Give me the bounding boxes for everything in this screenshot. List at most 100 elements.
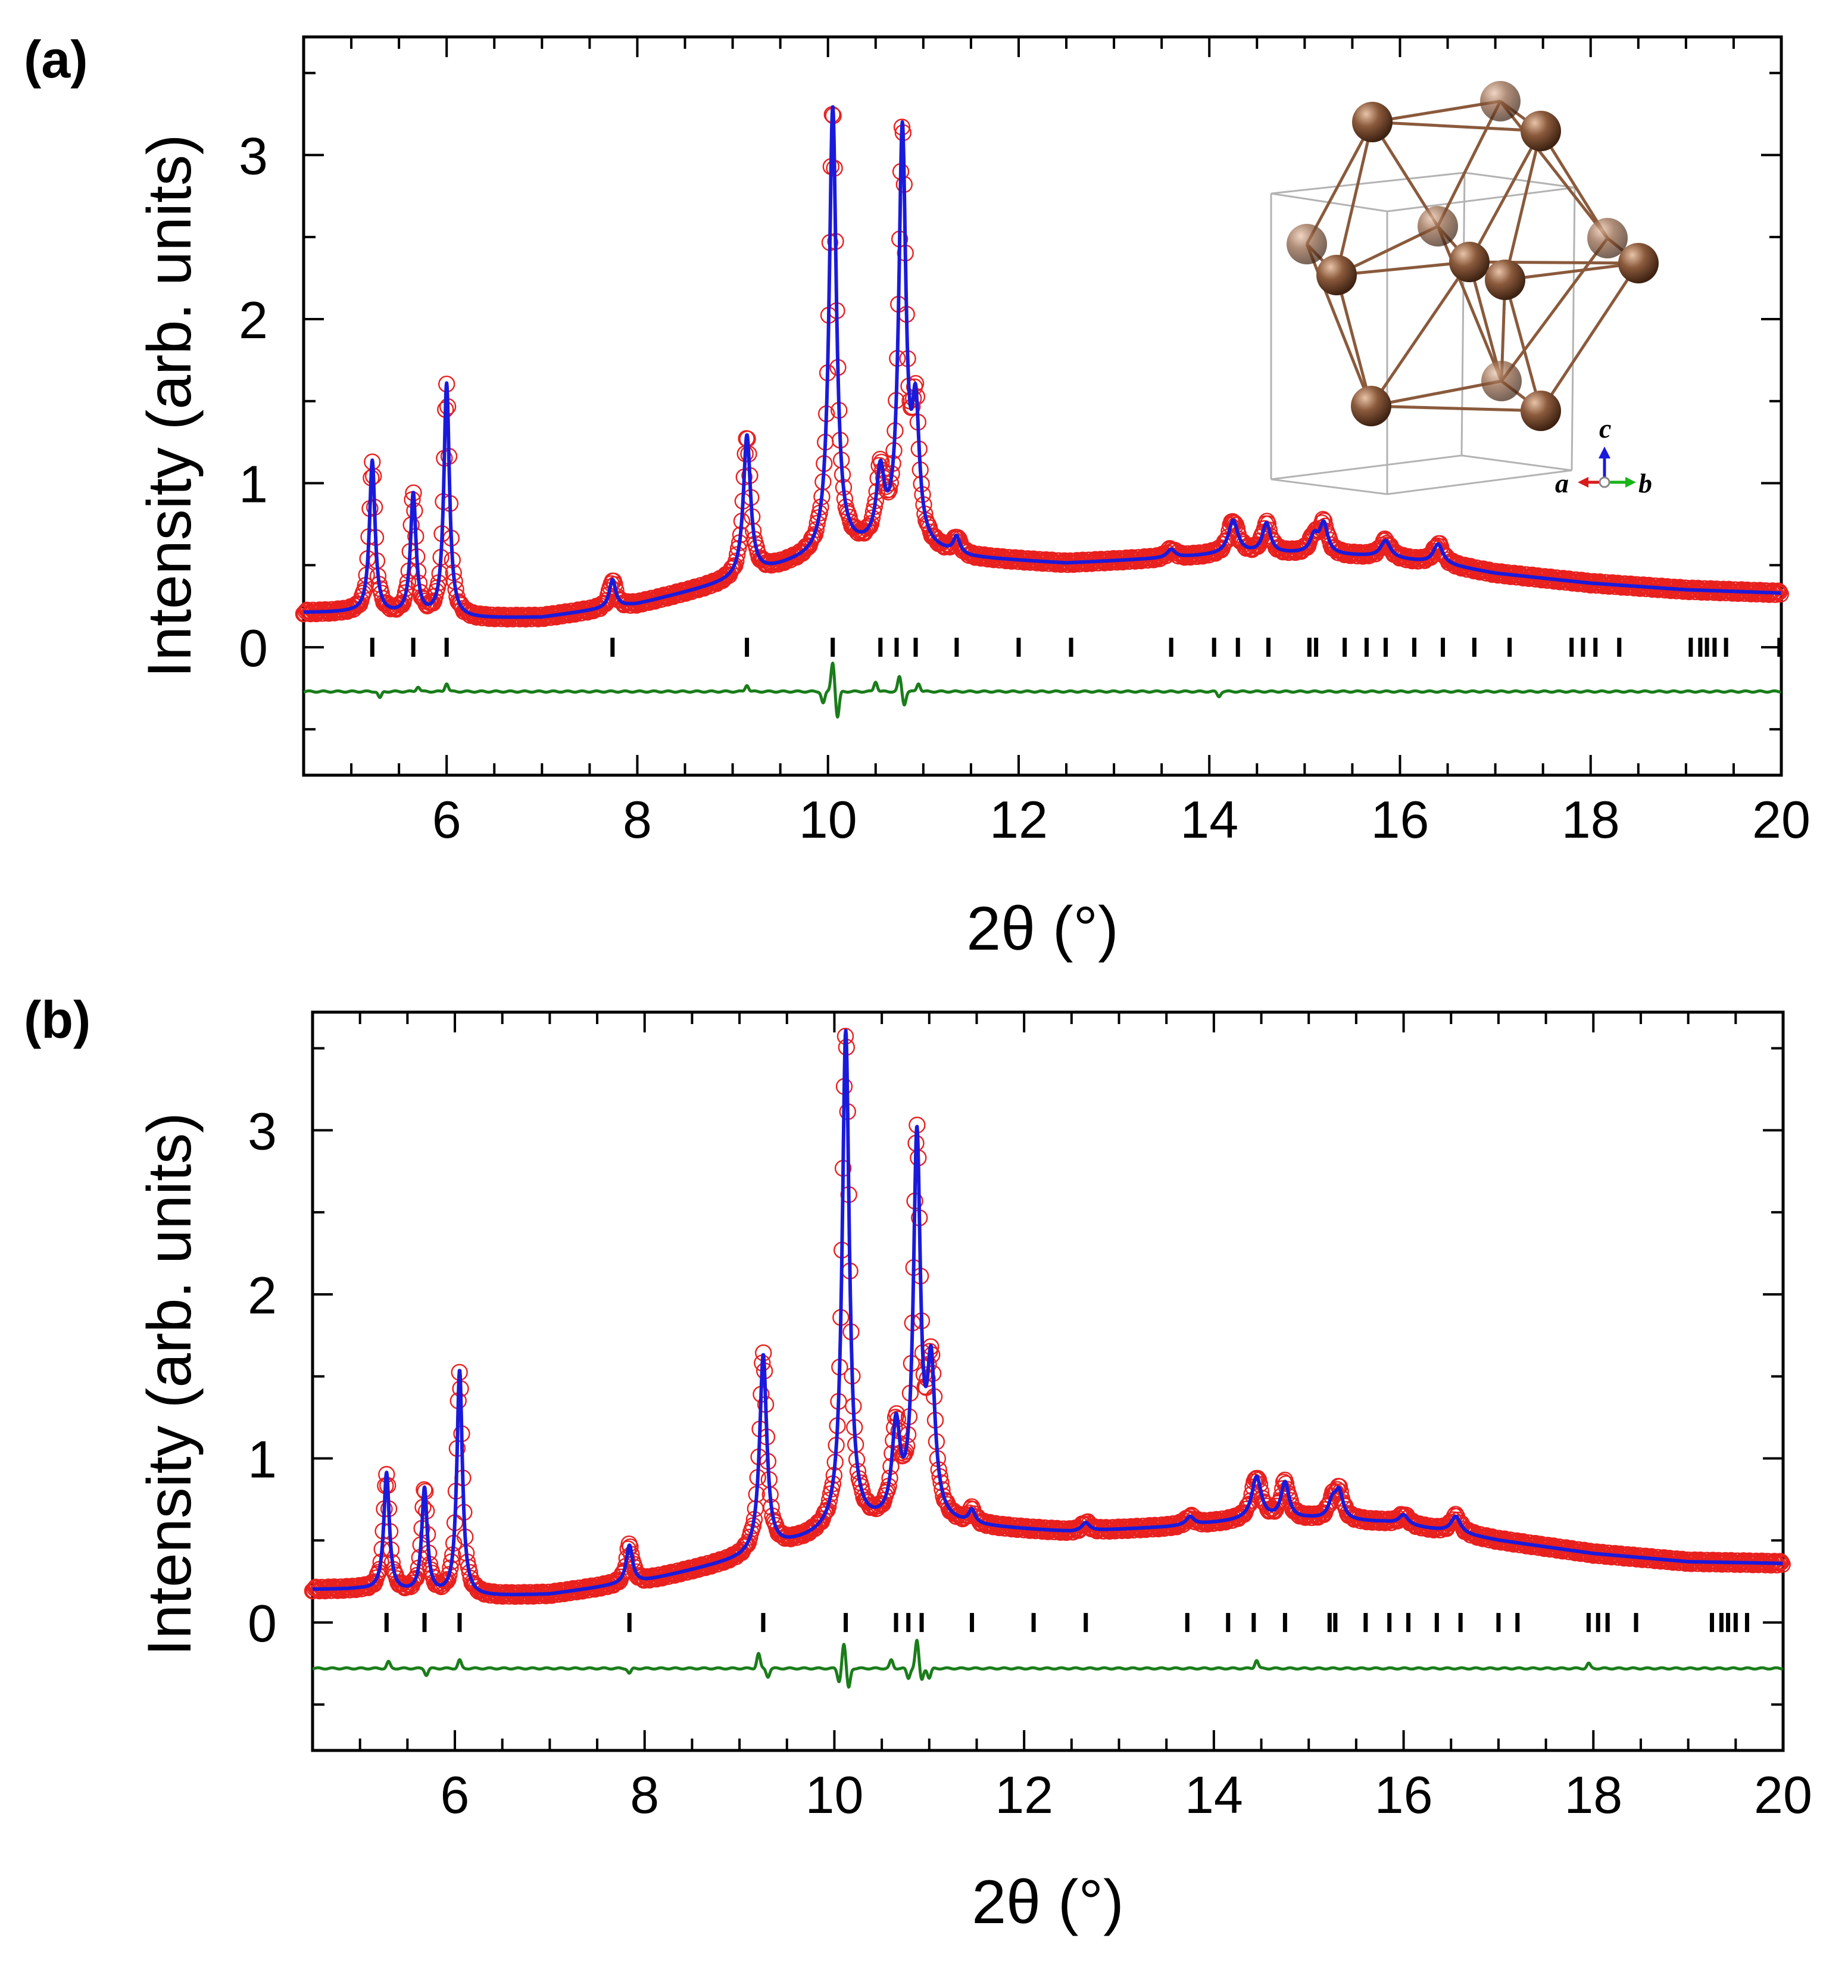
panel-b-difference-line	[311, 1639, 1784, 1689]
panel-a-observed-point	[1260, 522, 1278, 539]
panel-a-x-tick-label: 20	[1752, 790, 1810, 849]
atom	[1485, 260, 1525, 300]
panel-b-y-tick-label: 1	[248, 1430, 277, 1489]
bond	[1436, 226, 1503, 382]
panel-a-observed-point	[858, 520, 875, 537]
panel-b-y-axis-title: Intensity (arb. units)	[135, 1112, 204, 1656]
panel-a-observed-point	[862, 515, 880, 532]
bond	[1503, 279, 1543, 411]
bond	[1335, 274, 1373, 407]
bond	[1500, 237, 1609, 382]
panel-a-y-tick-label: 0	[239, 619, 268, 678]
panel-a-y-tick-label: 2	[239, 291, 268, 349]
panel-b-x-tick-label: 14	[1185, 1765, 1243, 1824]
panel-b-calculated-line	[311, 1029, 1784, 1597]
bond	[1539, 130, 1609, 239]
panel-a-x-tick-label: 14	[1180, 790, 1238, 849]
crystal-structure-inset: c a b	[1270, 81, 1659, 498]
panel-b-observed-point	[820, 1491, 838, 1509]
atom	[1449, 242, 1490, 282]
bond	[1468, 261, 1503, 382]
panel-a-x-tick-label: 18	[1562, 790, 1620, 849]
panel-a-y-tick-label: 1	[239, 455, 268, 514]
panel-a-bragg-ticks	[370, 638, 1782, 657]
bond	[1371, 404, 1541, 413]
bond	[1305, 121, 1374, 245]
atom	[1481, 361, 1522, 401]
panel-b-plot-frame	[311, 1010, 1785, 1752]
bond	[1499, 100, 1609, 239]
panel-b-observed-point	[438, 1572, 455, 1590]
panel-a-x-tick-label: 8	[623, 790, 652, 849]
panel-a-ticks	[304, 37, 1783, 775]
panel-b-x-tick-label: 10	[806, 1765, 864, 1824]
panel-a-y-axis-title: Intensity (arb. units)	[135, 134, 204, 678]
panel-a-observed-point	[803, 530, 820, 547]
bond	[1372, 120, 1541, 133]
panel-a-observed-point	[863, 509, 881, 527]
panel-a-plot-frame	[302, 35, 1783, 777]
panel-a-label: (a)	[24, 30, 88, 89]
panel-b-x-axis-title: 2θ (°)	[972, 1868, 1123, 1937]
bond	[1372, 99, 1501, 124]
panel-b-x-tick-label: 16	[1375, 1765, 1433, 1824]
panel-b-observed-point	[896, 1445, 913, 1462]
bond	[1369, 261, 1471, 407]
panel-b-y-tick-label: 0	[248, 1594, 277, 1653]
panel-a-x-tick-label: 10	[799, 790, 857, 849]
atom	[1287, 224, 1327, 264]
bond	[1371, 121, 1440, 227]
bond	[1539, 262, 1640, 412]
atom	[1351, 386, 1391, 426]
panel-b-ticks	[313, 1012, 1784, 1750]
panel-b-x-tick-label: 8	[630, 1765, 659, 1824]
panel-a-difference-line	[302, 661, 1782, 719]
panel-a-x-tick-label: 16	[1371, 790, 1429, 849]
a-axis-label: a	[1555, 468, 1569, 498]
panel-a-calculated-line	[302, 105, 1783, 619]
bond	[1504, 261, 1639, 282]
panel-a-x-tick-label: 12	[989, 790, 1048, 849]
panel-a-observed-point	[394, 596, 411, 614]
panel-b-observed-point	[735, 1538, 753, 1556]
unit-cell	[1270, 171, 1576, 495]
atom	[1618, 243, 1659, 283]
panel-b-observed-point	[854, 1483, 871, 1500]
atom	[1352, 102, 1393, 142]
atom	[1418, 206, 1458, 246]
bond	[1335, 121, 1374, 276]
c-axis-label: c	[1599, 413, 1611, 444]
panel-b-x-tick-label: 20	[1754, 1765, 1812, 1824]
panel-b-observed-point	[895, 1447, 912, 1464]
bond	[1336, 260, 1470, 277]
panel-a-x-axis-title: 2θ (°)	[966, 894, 1118, 963]
panel-b-y-tick-label: 2	[248, 1266, 277, 1325]
bond	[1371, 379, 1502, 408]
bond	[1468, 130, 1543, 263]
panel-b-bragg-ticks	[384, 1613, 1749, 1633]
panel-a-observed-point	[1767, 586, 1785, 603]
panel-b-observed-point	[405, 1571, 423, 1588]
bond	[1436, 100, 1502, 227]
bond	[1503, 130, 1543, 280]
panel-a-observed-point	[805, 528, 823, 545]
panel-a-x-tick-label: 6	[432, 790, 461, 849]
panel-b-observed-point	[873, 1496, 891, 1513]
atom	[1316, 255, 1357, 295]
axis-triad: c a b	[1555, 413, 1652, 498]
atoms	[1287, 81, 1659, 431]
atom	[1521, 391, 1561, 431]
panel-a-observed-point	[388, 601, 405, 618]
panel-b-x-tick-label: 6	[441, 1765, 470, 1824]
atom	[1521, 111, 1561, 151]
panel-a-y-tick-label: 3	[239, 126, 268, 185]
panel-b-x-tick-label: 12	[995, 1765, 1053, 1824]
atom	[1587, 218, 1628, 258]
panel-b-x-tick-label: 18	[1564, 1765, 1622, 1824]
panel-b-y-tick-label: 3	[248, 1101, 277, 1160]
